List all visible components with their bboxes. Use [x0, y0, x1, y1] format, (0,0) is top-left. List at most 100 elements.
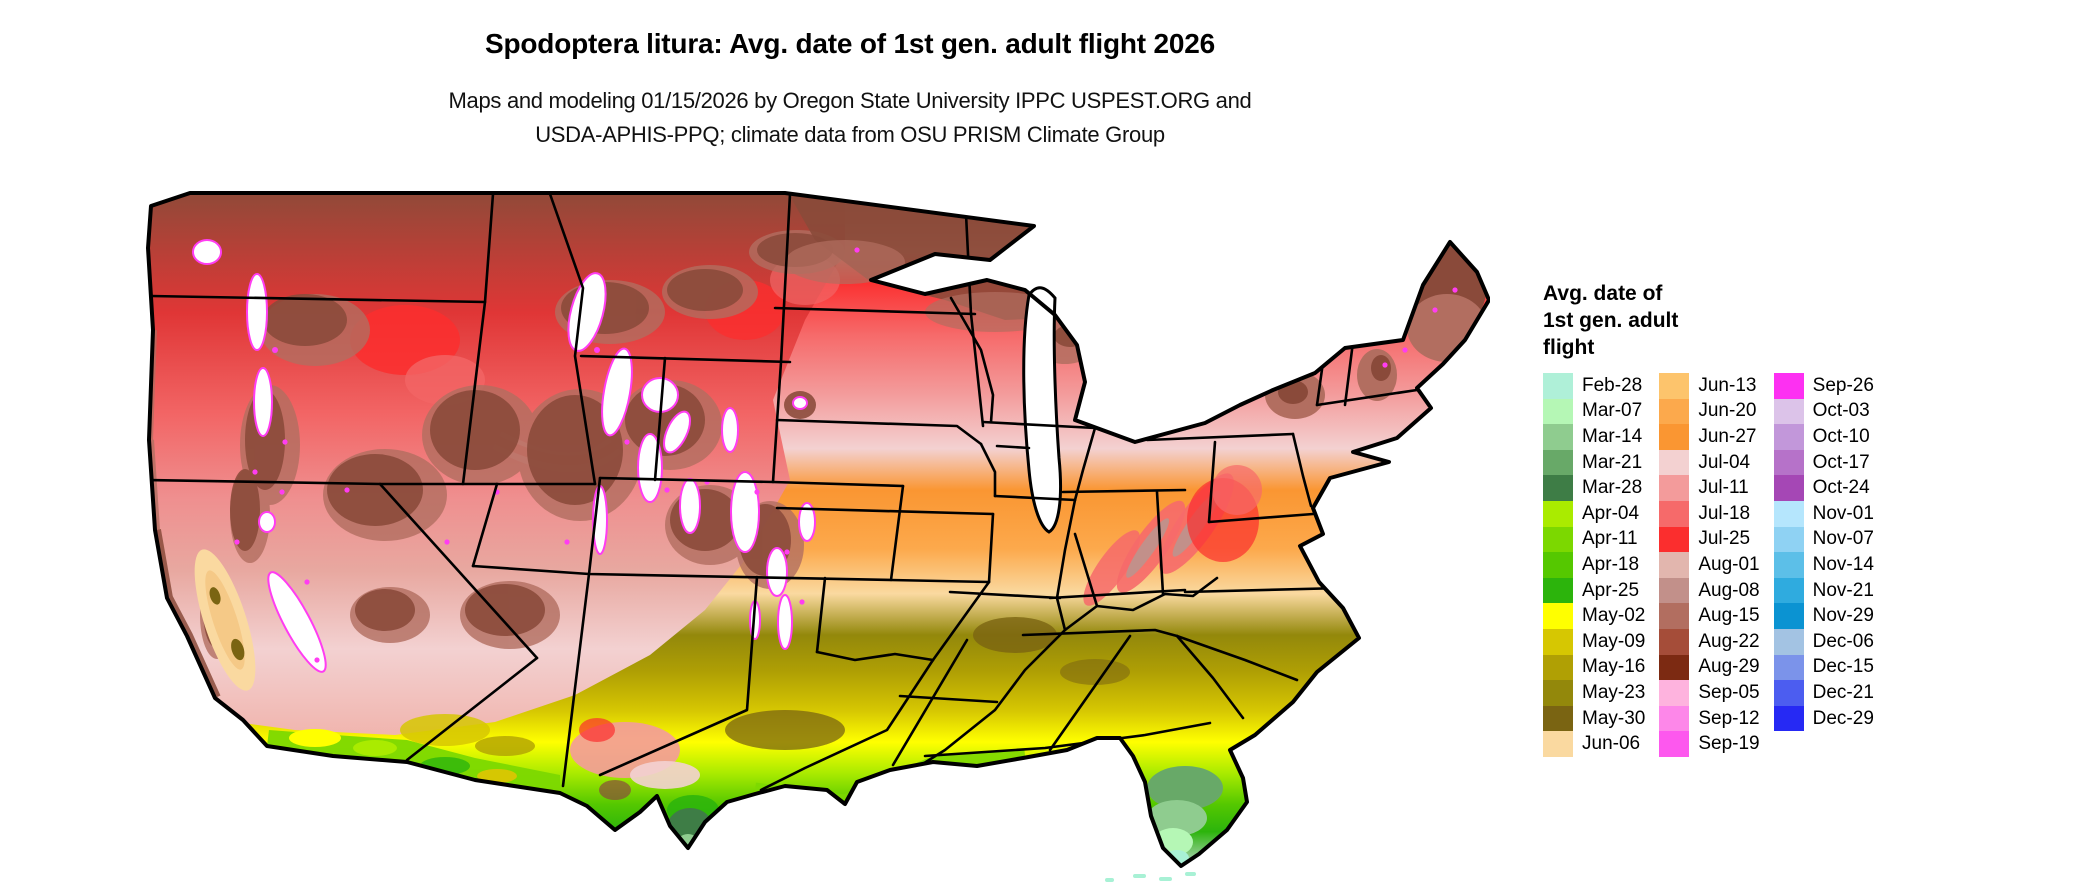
- legend-date-label: Oct-24: [1812, 477, 1870, 499]
- legend-color-swatch: [1773, 705, 1804, 732]
- legend-entry: Aug-08: [1659, 577, 1760, 604]
- legend-color-swatch: [1659, 475, 1690, 501]
- legend-date-label: Nov-07: [1812, 528, 1874, 550]
- legend-color-swatch: [1659, 680, 1690, 706]
- legend-date-label: Feb-28: [1582, 374, 1643, 396]
- legend-color-swatch: [1773, 500, 1804, 527]
- legend-color-swatch: [1659, 731, 1690, 757]
- legend-date-label: Sep-05: [1698, 681, 1760, 703]
- legend-date-label: Nov-14: [1812, 553, 1874, 575]
- legend-color-swatch: [1659, 449, 1690, 476]
- legend-color-swatch: [1543, 424, 1573, 450]
- legend-entry: Oct-24: [1773, 475, 1874, 501]
- legend-date-label: May-16: [1582, 656, 1646, 678]
- legend-date-label: Sep-12: [1698, 707, 1760, 729]
- legend-entry: Jun-20: [1659, 398, 1759, 425]
- legend-entry: Oct-17: [1773, 449, 1874, 476]
- map-terrain-overlays: [148, 193, 1487, 866]
- legend-entry: May-30: [1543, 705, 1646, 732]
- legend-date-label: Aug-15: [1698, 605, 1760, 627]
- legend-date-label: Jul-18: [1698, 502, 1751, 524]
- legend-date-label: Jun-27: [1698, 425, 1757, 447]
- legend-date-label: May-09: [1582, 630, 1646, 652]
- legend-date-label: Mar-28: [1582, 477, 1643, 499]
- legend-color-swatch: [1659, 603, 1690, 629]
- legend-color-swatch: [1543, 577, 1573, 604]
- legend-color-swatch: [1659, 705, 1690, 732]
- legend-color-swatch: [1659, 654, 1690, 681]
- legend-entry: Apr-11: [1543, 526, 1645, 553]
- legend-date-label: Mar-21: [1582, 451, 1643, 473]
- legend-date-label: Aug-29: [1698, 656, 1760, 678]
- legend-color-swatch: [1773, 373, 1804, 399]
- legend-entry: May-09: [1543, 628, 1646, 655]
- legend-date-label: Apr-25: [1582, 579, 1640, 601]
- legend-entry: May-02: [1543, 603, 1645, 629]
- legend-date-label: Sep-19: [1698, 733, 1760, 755]
- legend-title: Avg. date of 1st gen. adult flight: [1543, 280, 2083, 361]
- legend-entry: Feb-28: [1543, 373, 1645, 399]
- legend-date-label: May-23: [1582, 681, 1646, 703]
- legend-color-swatch: [1659, 500, 1690, 527]
- us-choropleth-map: [145, 190, 1491, 890]
- legend-color-swatch: [1543, 731, 1573, 757]
- legend-color-swatch: [1543, 654, 1573, 681]
- legend-title-line-2: 1st gen. adult: [1543, 309, 1679, 332]
- legend-color-swatch: [1773, 577, 1804, 604]
- legend-entry: Aug-22: [1659, 628, 1760, 655]
- legend-color-swatch: [1659, 577, 1690, 604]
- legend-entry: Nov-01: [1773, 500, 1874, 527]
- legend-title-line-3: flight: [1543, 336, 1595, 359]
- legend-column-1: Feb-28 Mar-07 Mar-14 Mar-21 Mar-28 Apr-04 Apr-…: [1543, 373, 1645, 757]
- subtitle-line-1: Maps and modeling 01/15/2026 by Oregon S…: [448, 88, 1252, 113]
- legend-color-swatch: [1773, 680, 1804, 706]
- legend-date-label: Dec-15: [1812, 656, 1874, 678]
- legend-entry: May-23: [1543, 680, 1645, 706]
- legend-date-label: Jul-11: [1698, 477, 1749, 499]
- legend-column-3: Sep-26 Oct-03 Oct-10 Oct-17 Oct-24 Nov-01 Nov-…: [1773, 373, 1874, 732]
- legend-color-swatch: [1773, 424, 1804, 450]
- legend-entry: Oct-10: [1773, 424, 1874, 450]
- legend-date-label: Apr-11: [1582, 528, 1638, 550]
- legend-color-swatch: [1773, 449, 1804, 476]
- legend-columns: Feb-28 Mar-07 Mar-14 Mar-21 Mar-28 Apr-04 Apr-…: [1543, 373, 2083, 757]
- legend-date-label: Dec-21: [1812, 681, 1874, 703]
- legend-color-swatch: [1659, 526, 1690, 553]
- legend-date-label: Jul-25: [1698, 528, 1751, 550]
- legend-date-label: Jul-04: [1698, 451, 1751, 473]
- legend-entry: Mar-07: [1543, 398, 1645, 425]
- legend-date-label: Oct-17: [1812, 451, 1870, 473]
- legend-date-label: Aug-01: [1698, 553, 1760, 575]
- legend-color-swatch: [1543, 398, 1573, 425]
- legend-entry: Dec-06: [1773, 628, 1874, 655]
- legend: Avg. date of 1st gen. adult flight Feb-2…: [1543, 280, 2083, 757]
- legend-entry: Jun-27: [1659, 424, 1759, 450]
- legend-color-swatch: [1773, 654, 1804, 681]
- legend-color-swatch: [1543, 500, 1573, 527]
- legend-entry: Apr-04: [1543, 500, 1645, 527]
- legend-entry: Dec-15: [1773, 654, 1874, 681]
- legend-color-swatch: [1543, 705, 1573, 732]
- legend-entry: Dec-29: [1773, 705, 1874, 732]
- legend-date-label: May-30: [1582, 707, 1646, 729]
- legend-date-label: Nov-01: [1812, 502, 1874, 524]
- lake-michigan: [1022, 286, 1063, 534]
- subtitle-line-2: USDA-APHIS-PPQ; climate data from OSU PR…: [535, 122, 1165, 147]
- legend-entry: Sep-19: [1659, 731, 1760, 757]
- legend-entry: Sep-05: [1659, 680, 1760, 706]
- legend-color-swatch: [1773, 398, 1804, 425]
- legend-entry: Aug-15: [1659, 603, 1760, 629]
- legend-date-label: Apr-04: [1582, 502, 1640, 524]
- legend-entry: Nov-21: [1773, 577, 1874, 604]
- legend-color-swatch: [1659, 373, 1690, 399]
- legend-color-swatch: [1543, 552, 1573, 578]
- legend-date-label: Aug-22: [1698, 630, 1760, 652]
- legend-color-swatch: [1773, 526, 1804, 553]
- state-borders: [148, 193, 1419, 794]
- legend-entry: May-16: [1543, 654, 1646, 681]
- legend-entry: Sep-26: [1773, 373, 1874, 399]
- legend-entry: Apr-25: [1543, 577, 1645, 604]
- legend-entry: Jun-13: [1659, 373, 1759, 399]
- legend-color-swatch: [1543, 475, 1573, 501]
- legend-color-swatch: [1543, 680, 1573, 706]
